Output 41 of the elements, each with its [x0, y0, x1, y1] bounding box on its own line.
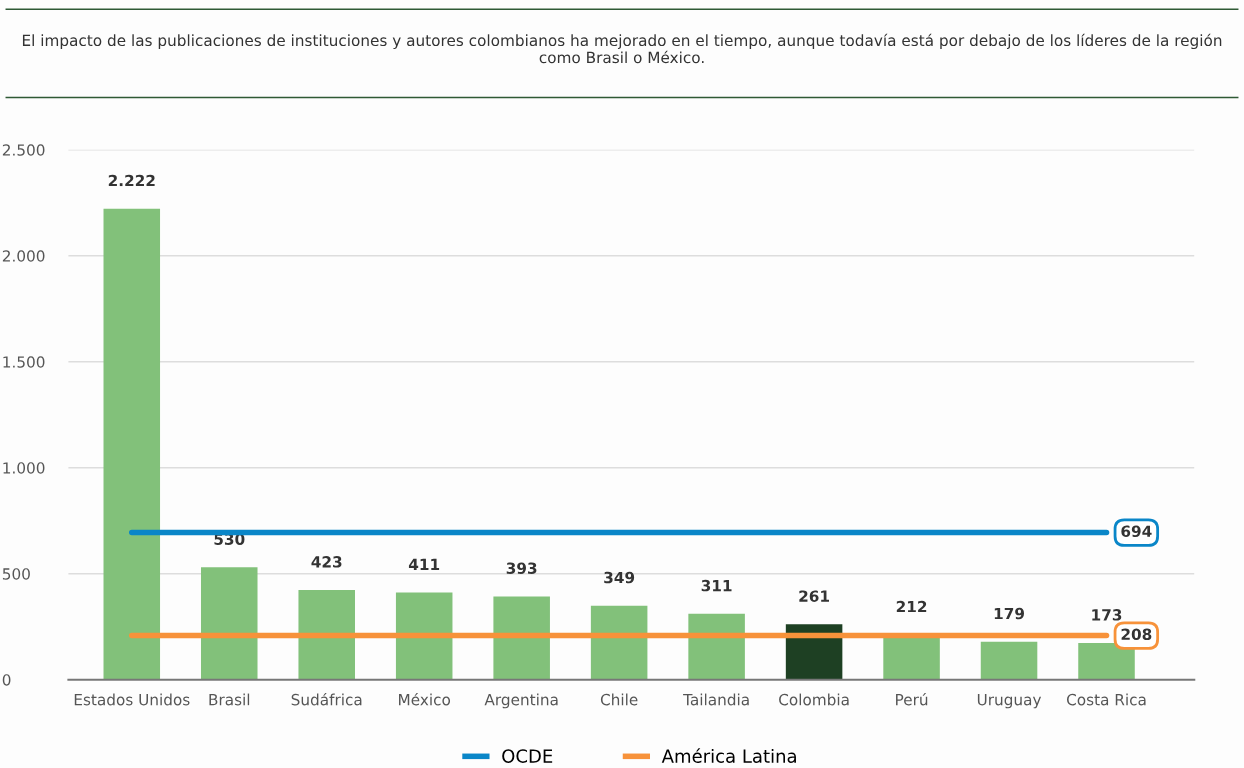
legend-label: América Latina: [661, 748, 796, 763]
bar: [1078, 643, 1135, 680]
data-label: 423: [311, 556, 342, 568]
data-label: 261: [799, 590, 829, 602]
x-tick-label: México: [399, 692, 451, 706]
data-label: 393: [506, 562, 537, 574]
bar: [103, 208, 161, 680]
x-tick-label: Tailandia: [683, 693, 749, 706]
bar: [493, 596, 550, 680]
bar: [688, 613, 745, 680]
x-tick-label: Costa Rica: [1066, 693, 1146, 706]
bar: [590, 605, 648, 680]
data-label: 2.222: [108, 174, 155, 187]
bar: [395, 592, 453, 680]
y-tick-label: 2.000: [2, 250, 45, 262]
x-tick-label: Perú: [896, 692, 928, 706]
bar: [200, 567, 258, 680]
data-label: 349: [604, 571, 635, 584]
data-label: 694: [1121, 525, 1152, 538]
data-label: 311: [701, 579, 732, 592]
x-tick-label: Chile: [600, 693, 638, 706]
y-tick-label: 1.000: [3, 462, 45, 474]
data-label: 173: [1092, 609, 1122, 621]
bar: [980, 641, 1038, 680]
y-tick-label: 500: [2, 568, 30, 580]
data-label: 179: [994, 607, 1025, 620]
x-tick-label: Argentina: [484, 693, 558, 709]
data-label: 411: [408, 558, 440, 570]
chart-title: El impacto de las publicaciones de instituciones y autores colombianos ha mejorado en el tiempo, aunque todavía está por debajo de los líderes de la región como Brasil o México.: [22, 33, 1222, 64]
x-tick-label: Sudáfrica: [291, 692, 362, 706]
data-label: 212: [896, 600, 927, 613]
x-tick-label: Uruguay: [977, 694, 1042, 709]
y-tick-label: 2.500: [2, 144, 45, 156]
data-label: 208: [1121, 628, 1152, 641]
bar: [298, 590, 355, 680]
x-tick-label: Estados Unidos: [74, 693, 190, 706]
x-tick-label: Colombia: [779, 693, 849, 706]
x-tick-label: Brasil: [209, 693, 250, 706]
legend-label: OCDE: [502, 749, 553, 763]
y-tick-label: 0: [2, 674, 11, 686]
y-tick-label: 1.500: [3, 356, 45, 368]
